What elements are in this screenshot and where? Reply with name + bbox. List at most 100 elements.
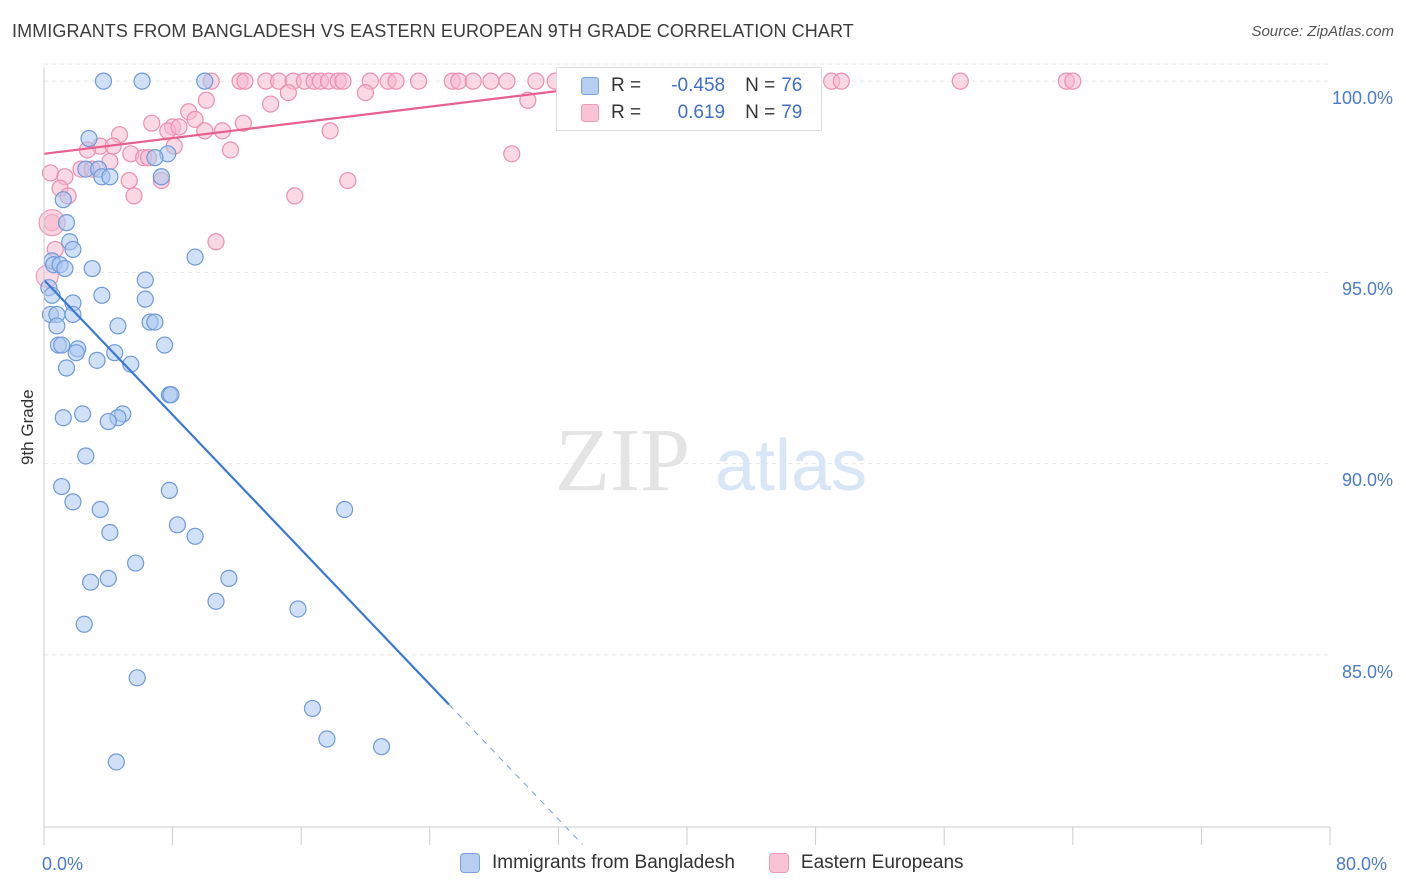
axes	[43, 68, 1331, 845]
eastern-europeans-point	[170, 118, 188, 136]
bangladesh-point	[303, 699, 322, 718]
bangladesh-point	[64, 240, 82, 259]
bangladesh-point	[168, 516, 187, 534]
eastern-europeans-point	[221, 141, 240, 159]
bangladesh-point	[196, 72, 214, 90]
bangladesh-point	[155, 336, 174, 354]
legend-swatch-pink	[768, 853, 789, 873]
eastern-europeans-point	[464, 72, 482, 90]
eastern-europeans-point	[41, 164, 60, 182]
bangladesh-point	[77, 447, 95, 465]
bangladesh-point	[207, 592, 225, 610]
trend-lines	[43, 80, 639, 845]
eastern-europeans-point	[409, 72, 428, 90]
watermark-atlas: atlas	[715, 426, 867, 506]
eastern-europeans-point	[125, 187, 143, 205]
bangladesh-point	[53, 336, 71, 354]
bangladesh-point	[88, 351, 106, 369]
y-tick-label-100: 100.0%	[1332, 88, 1393, 108]
bangladesh-point	[54, 409, 72, 427]
bangladesh-point	[64, 305, 82, 324]
watermark-zip: ZIP	[555, 411, 690, 510]
correlation-legend: R = -0.458 N = 76 R = 0.619 N = 79	[556, 67, 822, 131]
eastern-europeans-point	[197, 91, 215, 109]
bangladesh-point	[53, 477, 71, 496]
eastern-europeans-point	[236, 72, 254, 90]
bangladesh-points	[40, 72, 391, 771]
bangladesh-point	[372, 738, 391, 756]
bangladesh-point	[82, 573, 100, 591]
eastern-europeans-point	[120, 171, 138, 190]
legend-row-bangladesh: R = -0.458 N = 76	[581, 74, 802, 98]
x-tick-label-max: 80.0%	[1336, 854, 1387, 874]
bangladesh-point	[80, 129, 98, 148]
eastern-europeans-point	[321, 122, 339, 140]
source-label: Source: ZipAtlas.com	[1251, 23, 1394, 40]
eastern-europeans-point	[207, 233, 225, 251]
x-tick-label-min: 0.0%	[42, 854, 83, 874]
legend-row-eastern-europeans: R = 0.619 N = 79	[581, 101, 802, 125]
bangladesh-point	[136, 271, 154, 289]
bangladesh-point	[318, 730, 336, 748]
bangladesh-point	[160, 481, 178, 499]
bangladesh-point	[99, 412, 117, 431]
bangladesh-point	[73, 405, 92, 423]
y-tick-label-90: 90.0%	[1342, 470, 1393, 490]
bangladesh-point	[101, 168, 119, 186]
bangladesh-point	[127, 554, 145, 572]
bangladesh-point	[146, 313, 164, 331]
y-tick-label-95: 95.0%	[1342, 279, 1393, 299]
bangladesh-point	[57, 359, 76, 377]
bangladesh-point	[107, 753, 125, 771]
eastern-europeans-point	[186, 110, 204, 128]
legend-n-value: 79	[781, 102, 803, 123]
bangladesh-point	[186, 527, 204, 545]
bangladesh-trend-line	[43, 279, 450, 706]
bangladesh-point	[133, 72, 151, 90]
eastern-europeans-point	[832, 72, 850, 90]
bangladesh-point	[67, 344, 85, 362]
eastern-europeans-point	[286, 187, 304, 205]
bangladesh-point	[91, 500, 109, 519]
bangladesh-point	[48, 317, 66, 335]
bangladesh-point	[289, 600, 307, 618]
legend-item-bangladesh[interactable]: Immigrants from Bangladesh	[460, 852, 735, 874]
bangladesh-point	[128, 669, 146, 687]
legend-r-value: 0.619	[677, 102, 726, 123]
bangladesh-point	[54, 191, 72, 209]
bangladesh-point	[101, 523, 119, 542]
bangladesh-point	[336, 500, 354, 519]
legend-item-eastern-europeans[interactable]: Eastern Europeans	[768, 852, 964, 874]
legend-r-value: -0.458	[671, 75, 726, 96]
legend-label: Immigrants from Bangladesh	[492, 852, 735, 873]
legend-swatch-pink	[581, 104, 599, 122]
bangladesh-point	[99, 569, 117, 587]
bangladesh-point	[83, 259, 101, 278]
bangladesh-point	[136, 290, 154, 308]
eastern-europeans-point	[234, 114, 252, 132]
bangladesh-point	[94, 72, 113, 90]
bangladesh-point	[220, 569, 238, 587]
bangladesh-point	[64, 493, 82, 511]
bangladesh-point	[162, 386, 180, 404]
bangladesh-point	[146, 149, 164, 167]
eastern-europeans-point	[951, 72, 969, 90]
bangladesh-trend-extension	[448, 704, 583, 845]
series-legend: Immigrants from Bangladesh Eastern Europ…	[460, 852, 998, 874]
bangladesh-point	[93, 286, 111, 304]
eastern-europeans-point	[143, 114, 161, 132]
eastern-europeans-point	[527, 72, 545, 90]
bangladesh-point	[57, 214, 76, 232]
legend-n-value: 76	[781, 75, 803, 96]
eastern-europeans-point	[387, 72, 405, 90]
y-axis-label: 9th Grade	[18, 389, 37, 465]
legend-n-label: N =	[745, 75, 776, 96]
eastern-europeans-point	[450, 72, 468, 90]
legend-r-label: R =	[611, 75, 642, 96]
chart-title: IMMIGRANTS FROM BANGLADESH VS EASTERN EU…	[12, 21, 854, 41]
bangladesh-point	[56, 259, 74, 278]
legend-swatch-blue	[581, 77, 599, 95]
eastern-europeans-point	[1064, 72, 1082, 90]
legend-r-label: R =	[611, 102, 642, 123]
